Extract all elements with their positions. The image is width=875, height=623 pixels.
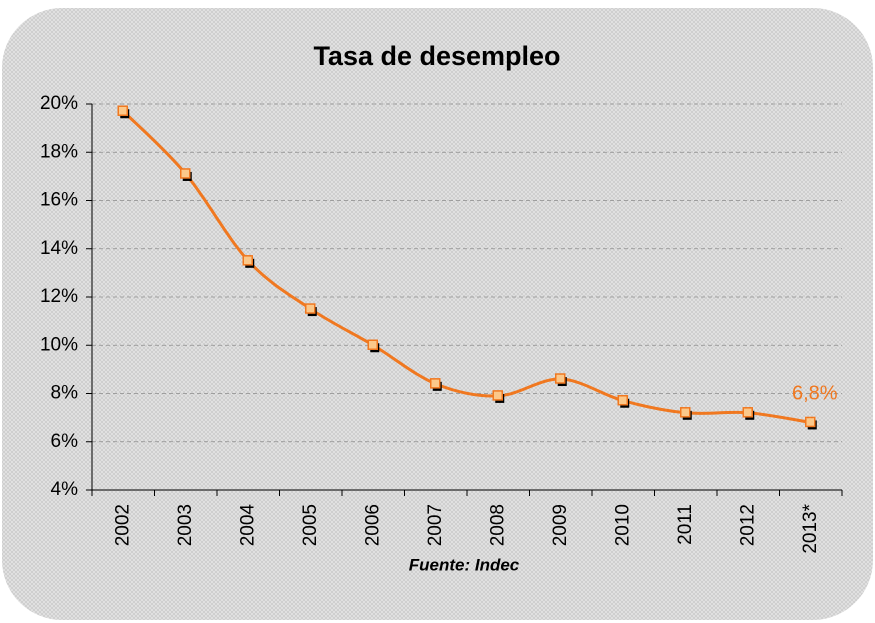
y-tick-label: 20% (40, 93, 78, 114)
x-tick-label: 2008 (487, 504, 508, 546)
x-tick-label: 2004 (237, 504, 258, 547)
y-tick-label: 6% (51, 431, 79, 452)
y-tick-label: 10% (40, 334, 78, 355)
y-tick-label: 4% (51, 479, 79, 500)
x-tick-label: 2010 (612, 504, 633, 546)
source-note: Fuente: Indec (409, 555, 520, 574)
y-tick-label: 8% (51, 383, 79, 404)
data-marker (680, 407, 691, 418)
data-label: 6,8% (792, 383, 838, 405)
x-tick-label: 2007 (425, 504, 446, 546)
x-tick-label: 2013* (800, 503, 821, 553)
data-marker (805, 416, 816, 428)
y-tick-label: 12% (40, 286, 78, 307)
data-marker (242, 255, 253, 266)
x-tick-label: 2012 (737, 504, 758, 546)
y-tick-label: 18% (40, 141, 78, 162)
x-tick-label: 2002 (112, 504, 133, 546)
data-marker (430, 378, 441, 389)
x-tick-label: 2006 (362, 504, 383, 546)
data-marker (367, 339, 378, 350)
data-marker (555, 373, 566, 384)
x-tick-label: 2005 (300, 504, 321, 546)
y-tick-label: 14% (40, 238, 78, 259)
data-marker (180, 168, 191, 179)
data-marker (492, 390, 503, 401)
chart-background (2, 8, 873, 620)
data-marker (742, 407, 753, 418)
data-marker (117, 105, 128, 116)
x-tick-label: 2003 (175, 504, 196, 546)
y-tick-label: 16% (40, 190, 78, 211)
x-tick-label: 2011 (675, 504, 696, 545)
chart-title: Tasa de desempleo (313, 41, 560, 71)
x-tick-label: 2009 (550, 504, 571, 546)
data-marker (617, 394, 628, 406)
data-marker (305, 303, 316, 314)
